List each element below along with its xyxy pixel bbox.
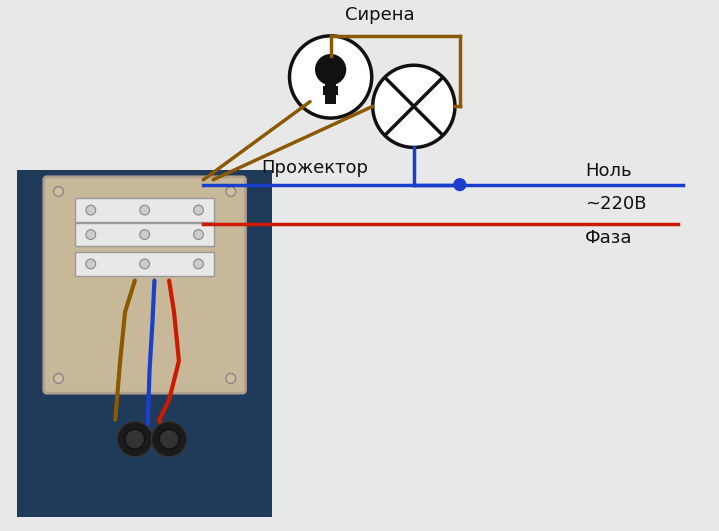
Circle shape (139, 230, 150, 239)
Circle shape (290, 36, 372, 118)
Bar (17, 170, 272, 517)
Text: Сирена: Сирена (345, 6, 415, 24)
FancyBboxPatch shape (75, 252, 214, 276)
Bar (325, 83, 336, 104)
Text: Ноль: Ноль (585, 162, 632, 180)
Bar (324, 86, 338, 95)
Text: ~220В: ~220В (585, 195, 646, 213)
FancyBboxPatch shape (75, 199, 214, 222)
Circle shape (315, 54, 347, 85)
Circle shape (226, 186, 236, 196)
Circle shape (117, 422, 152, 457)
Circle shape (86, 205, 96, 215)
Circle shape (160, 430, 179, 449)
Circle shape (372, 65, 455, 148)
Circle shape (193, 230, 203, 239)
Text: Фаза: Фаза (585, 229, 633, 247)
Circle shape (193, 259, 203, 269)
Circle shape (54, 186, 63, 196)
Circle shape (152, 422, 187, 457)
Text: Прожектор: Прожектор (261, 159, 368, 177)
Circle shape (139, 259, 150, 269)
FancyBboxPatch shape (44, 177, 245, 393)
Circle shape (125, 430, 145, 449)
Circle shape (139, 205, 150, 215)
Circle shape (193, 205, 203, 215)
Circle shape (54, 374, 63, 383)
FancyBboxPatch shape (75, 223, 214, 246)
Circle shape (454, 179, 466, 191)
Circle shape (86, 230, 96, 239)
Circle shape (226, 374, 236, 383)
Circle shape (86, 259, 96, 269)
